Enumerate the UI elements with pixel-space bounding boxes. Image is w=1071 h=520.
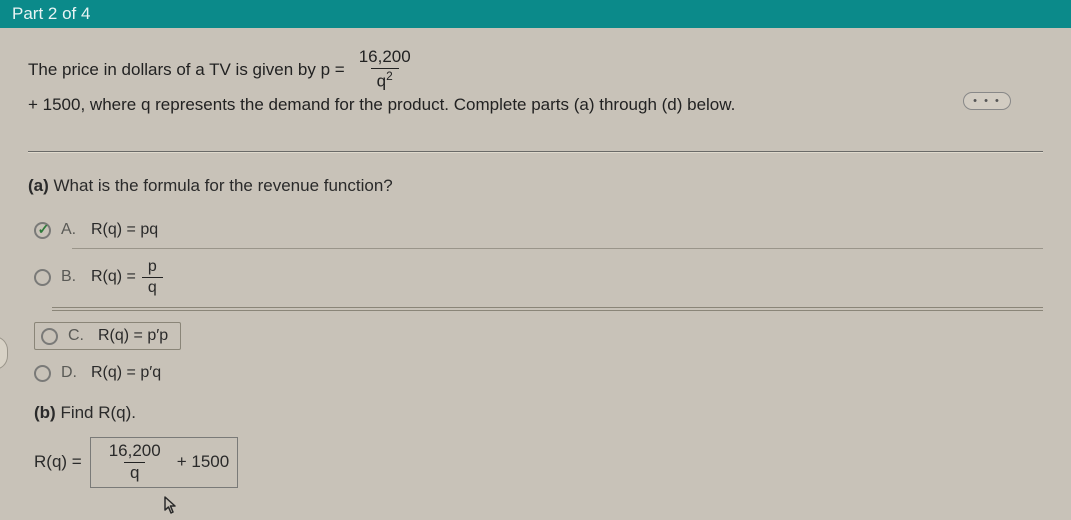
option-b-fraction: p q <box>142 258 163 296</box>
fraction-denominator: q2 <box>371 68 399 91</box>
answer-tail: + 1500 <box>177 452 229 472</box>
option-text-b: R(q) = p q <box>91 258 169 296</box>
option-letter-c: C. <box>68 327 88 345</box>
part-label: Part 2 of 4 <box>12 4 90 24</box>
option-text-d: R(q) = p′q <box>91 364 161 382</box>
radio-a[interactable] <box>34 222 51 239</box>
fraction-numerator: 16,200 <box>355 48 415 68</box>
option-separator <box>72 248 1043 249</box>
radio-b[interactable] <box>34 269 51 286</box>
options-group: A. R(q) = pq B. R(q) = p q C. R(q) = p′p <box>34 214 1043 389</box>
part-a-prefix: (a) <box>28 176 49 195</box>
option-d[interactable]: D. R(q) = p′q <box>34 357 1043 389</box>
question-content: The price in dollars of a TV is given by… <box>0 28 1071 519</box>
problem-statement: The price in dollars of a TV is given by… <box>28 48 1043 115</box>
section-divider <box>28 151 1043 152</box>
option-c[interactable]: C. R(q) = p′p <box>34 315 1043 357</box>
part-b-answer-row: R(q) = 16,200 q + 1500 <box>34 437 1043 487</box>
answer-fraction: 16,200 q <box>105 442 165 482</box>
problem-lead: The price in dollars of a TV is given by… <box>28 60 345 80</box>
option-b[interactable]: B. R(q) = p q <box>34 251 1043 303</box>
problem-fraction: 16,200 q2 <box>355 48 415 91</box>
part-b-section: (b) Find R(q). R(q) = 16,200 q + 1500 <box>34 403 1043 518</box>
part-b-label: (b) Find R(q). <box>34 403 1043 423</box>
answer-input-box[interactable]: 16,200 q + 1500 <box>90 437 238 487</box>
part-a-text: What is the formula for the revenue func… <box>49 176 393 195</box>
radio-d[interactable] <box>34 365 51 382</box>
cursor-icon <box>164 496 1043 519</box>
more-options-button[interactable]: • • • <box>963 92 1011 110</box>
option-letter-a: A. <box>61 221 81 239</box>
part-a-label: (a) What is the formula for the revenue … <box>28 176 1043 196</box>
left-tab-handle[interactable] <box>0 336 8 370</box>
part-b-prefix: (b) <box>34 403 56 422</box>
option-letter-d: D. <box>61 364 81 382</box>
option-a[interactable]: A. R(q) = pq <box>34 214 1043 246</box>
option-c-box: C. R(q) = p′p <box>34 322 181 350</box>
dots-icon: • • • <box>973 95 1001 107</box>
option-text-a: R(q) = pq <box>91 221 158 239</box>
option-letter-b: B. <box>61 268 81 286</box>
rq-lhs: R(q) = <box>34 452 82 472</box>
option-text-c: R(q) = p′p <box>98 327 168 345</box>
option-double-separator <box>52 307 1043 311</box>
part-b-text: Find R(q). <box>56 403 136 422</box>
part-header: Part 2 of 4 <box>0 0 1071 28</box>
radio-c[interactable] <box>41 328 58 345</box>
problem-tail: + 1500, where q represents the demand fo… <box>28 95 735 115</box>
